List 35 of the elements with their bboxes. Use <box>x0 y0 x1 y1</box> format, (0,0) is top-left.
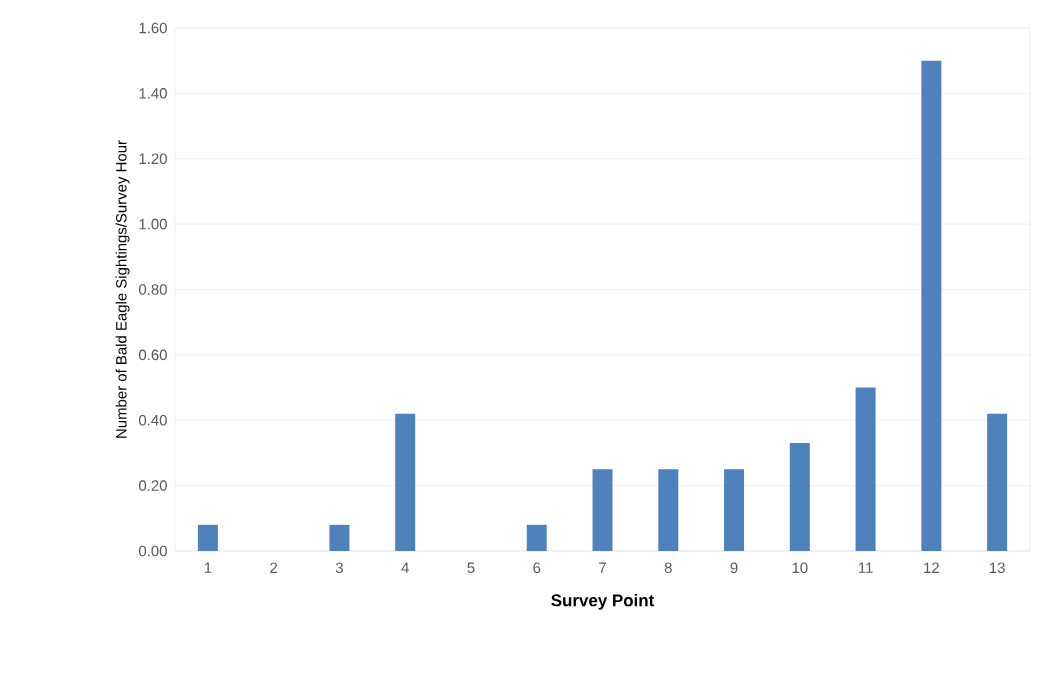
y-tick-label: 0.00 <box>138 545 167 557</box>
bar <box>855 387 876 551</box>
bar <box>329 524 350 551</box>
x-tick-label: 6 <box>533 562 541 574</box>
bar <box>592 469 613 551</box>
x-tick-label: 4 <box>401 562 409 573</box>
bar <box>921 60 942 551</box>
y-tick-label: 0.40 <box>138 414 167 426</box>
x-axis-title: Survey Point <box>551 593 655 610</box>
x-tick-label: 1 <box>204 562 212 573</box>
y-tick-label: 1.40 <box>139 88 167 99</box>
x-tick-label: 11 <box>858 562 873 573</box>
bar <box>197 524 218 551</box>
bar <box>395 413 416 551</box>
y-tick-label: 1.00 <box>139 218 167 230</box>
x-tick-label: 2 <box>270 562 278 573</box>
y-tick-label: 0.20 <box>138 480 167 491</box>
y-axis-title: Number of Bald Eagle Sightings/Survey Hour <box>115 140 130 438</box>
x-tick-label: 7 <box>599 562 606 573</box>
bar <box>526 524 547 551</box>
y-tick-label: 1.60 <box>139 22 167 34</box>
x-tick-label: 3 <box>335 562 343 574</box>
x-tick-label: 12 <box>924 562 939 573</box>
x-tick-label: 13 <box>989 562 1005 574</box>
y-tick-label: 0.80 <box>138 284 167 295</box>
y-tick-label: 0.60 <box>138 349 167 361</box>
y-tick-label: 1.20 <box>139 153 167 165</box>
x-tick-label: 8 <box>664 562 672 574</box>
bar <box>789 443 810 551</box>
x-tick-label: 9 <box>730 562 738 574</box>
bar <box>724 469 745 551</box>
bar <box>987 413 1008 551</box>
bar <box>658 469 679 551</box>
x-tick-label: 10 <box>792 562 808 574</box>
x-tick-label: 5 <box>467 562 475 573</box>
